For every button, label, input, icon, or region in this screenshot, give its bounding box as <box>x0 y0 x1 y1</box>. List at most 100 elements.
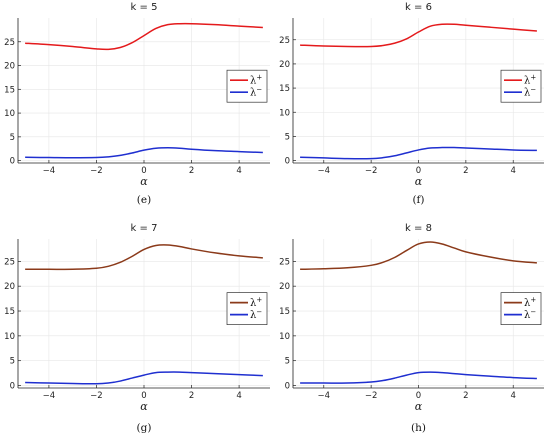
y-tick-label: 0 <box>10 157 15 167</box>
y-tick-label: 20 <box>279 282 290 292</box>
series-line-lambda-plus <box>25 22 263 51</box>
legend-box <box>226 69 268 103</box>
y-tick-label: 5 <box>285 132 290 142</box>
legend-label-base: λ <box>524 88 531 99</box>
panel-caption: (h) <box>411 422 426 434</box>
x-tick-label: 4 <box>511 166 516 176</box>
series-line-lambda-minus <box>300 146 537 160</box>
legend-label: λ− <box>524 86 536 99</box>
legend-label: λ+ <box>250 296 262 309</box>
legend-label-base: λ <box>250 310 257 321</box>
legend-box <box>226 292 268 325</box>
y-tick-label: 10 <box>279 108 290 118</box>
x-axis-label: α <box>140 400 148 413</box>
y-tick-label: 0 <box>10 382 15 392</box>
legend-label-sup: + <box>530 296 536 304</box>
legend-label-sup: + <box>530 74 536 82</box>
y-tick-label: 5 <box>10 357 15 367</box>
y-tick-label: 0 <box>285 157 290 167</box>
y-tick-label: 15 <box>4 307 15 317</box>
legend-label: λ− <box>250 86 262 99</box>
x-tick-label: −4 <box>43 166 56 176</box>
x-tick-label: 2 <box>463 166 468 176</box>
legend-label-base: λ <box>250 76 257 87</box>
x-tick-label: 0 <box>141 166 146 176</box>
x-tick-label: 2 <box>189 391 194 401</box>
x-tick-label: 0 <box>416 166 421 176</box>
x-tick-label: 0 <box>141 391 146 401</box>
legend: λ+λ− <box>500 292 542 325</box>
legend-label-sup: − <box>256 86 262 94</box>
x-axis-label: α <box>415 400 423 413</box>
y-tick-label: 5 <box>10 133 15 143</box>
y-tick-label: 25 <box>4 257 15 267</box>
legend-label: λ+ <box>524 296 536 309</box>
y-tick-label: 10 <box>4 109 15 119</box>
y-tick-label: 20 <box>4 282 15 292</box>
panel-title: k = 8 <box>405 223 432 234</box>
y-tick-label: 0 <box>285 382 290 392</box>
series-line-lambda-plus <box>300 23 537 48</box>
x-tick-label: −4 <box>318 166 331 176</box>
panel-caption: (f) <box>412 194 424 206</box>
panel-caption: (e) <box>137 194 151 206</box>
y-tick-label: 15 <box>279 307 290 317</box>
y-tick-label: 5 <box>285 357 290 367</box>
x-tick-label: 4 <box>511 391 516 401</box>
x-tick-label: 2 <box>463 391 468 401</box>
x-tick-label: −4 <box>43 391 56 401</box>
legend-label-base: λ <box>250 298 257 309</box>
x-tick-label: 4 <box>236 166 241 176</box>
legend-label: λ+ <box>250 74 262 87</box>
legend-label-sup: + <box>256 296 262 304</box>
y-tick-label: 15 <box>279 84 290 94</box>
y-tick-label: 10 <box>4 332 15 342</box>
legend-label-base: λ <box>524 298 531 309</box>
panel-caption: (g) <box>137 422 152 434</box>
series-line-lambda-minus <box>300 371 537 384</box>
x-axis-label: α <box>415 175 423 188</box>
legend-label-sup: + <box>256 74 262 82</box>
series-line-lambda-plus <box>25 244 263 271</box>
x-tick-label: −4 <box>318 391 331 401</box>
y-tick-label: 15 <box>4 85 15 95</box>
legend: λ+λ− <box>500 69 542 103</box>
y-tick-label: 25 <box>279 257 290 267</box>
legend-label-sup: − <box>256 308 262 316</box>
legend-label-base: λ <box>250 88 257 99</box>
legend-label: λ− <box>524 308 536 321</box>
y-tick-label: 20 <box>4 62 15 72</box>
x-tick-label: 4 <box>236 391 241 401</box>
legend-label: λ− <box>250 308 262 321</box>
legend-label-base: λ <box>524 310 531 321</box>
panel-title: k = 6 <box>405 2 432 13</box>
legend-label: λ+ <box>524 74 536 87</box>
x-tick-label: −2 <box>90 391 103 401</box>
legend-box <box>500 69 542 103</box>
x-tick-label: 0 <box>416 391 421 401</box>
panel-title: k = 7 <box>131 223 158 234</box>
series-line-lambda-plus <box>300 241 537 271</box>
x-tick-label: −2 <box>365 391 378 401</box>
x-tick-label: −2 <box>365 166 378 176</box>
legend: λ+λ− <box>226 69 268 103</box>
legend-label-sup: − <box>530 308 536 316</box>
legend-label-sup: − <box>530 86 536 94</box>
legend-box <box>500 292 542 325</box>
y-tick-label: 20 <box>279 60 290 70</box>
y-tick-label: 10 <box>279 332 290 342</box>
panel-title: k = 5 <box>131 2 158 13</box>
x-tick-label: −2 <box>90 166 103 176</box>
series-line-lambda-minus <box>25 147 263 159</box>
y-tick-label: 25 <box>4 38 15 48</box>
legend-label-base: λ <box>524 76 531 87</box>
x-tick-label: 2 <box>189 166 194 176</box>
series-line-lambda-minus <box>25 371 263 385</box>
y-tick-label: 25 <box>279 36 290 46</box>
legend: λ+λ− <box>226 292 268 325</box>
